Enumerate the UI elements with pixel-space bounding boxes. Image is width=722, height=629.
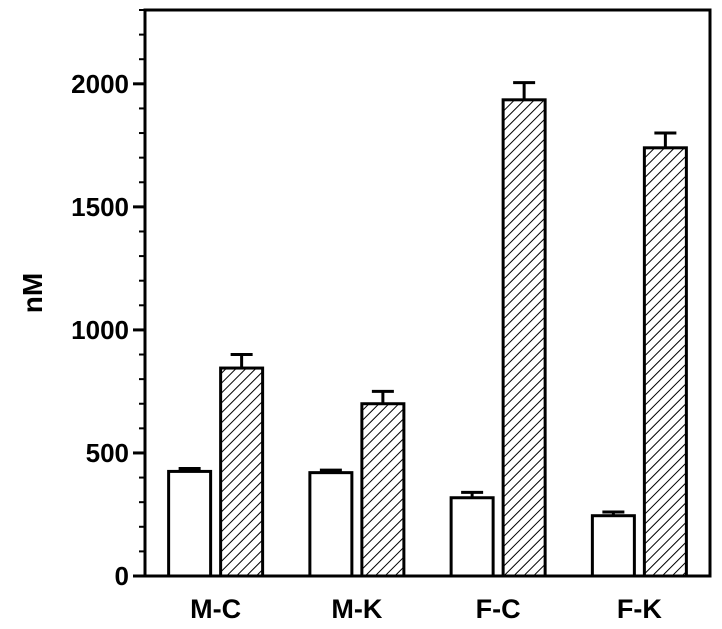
plot-area: [143, 8, 712, 578]
x-tick-label: M-K: [331, 594, 382, 624]
bars-group: [167, 81, 688, 578]
y-tick-label: 1000: [71, 315, 129, 345]
y-tick-label: 1500: [71, 192, 129, 222]
y-tick-label: 500: [86, 438, 129, 468]
bar-hatched: [501, 98, 547, 578]
bar-open: [308, 471, 354, 578]
y-tick-label: 2000: [71, 69, 129, 99]
bar-open: [449, 496, 495, 578]
x-tick-label: M-C: [190, 594, 241, 624]
x-axis: M-C M-K F-C F-K: [190, 594, 662, 624]
bar-open: [167, 469, 213, 578]
y-axis-label: nM: [17, 273, 48, 313]
bar-open: [590, 514, 636, 578]
y-axis: 0 500 1000 1500 2000: [71, 9, 145, 591]
bar-hatched: [360, 402, 406, 578]
y-tick-label: 0: [115, 561, 129, 591]
bar-hatched: [219, 366, 265, 578]
x-tick-label: F-C: [476, 594, 521, 624]
bar-hatched: [642, 146, 688, 578]
x-tick-label: F-K: [617, 594, 662, 624]
